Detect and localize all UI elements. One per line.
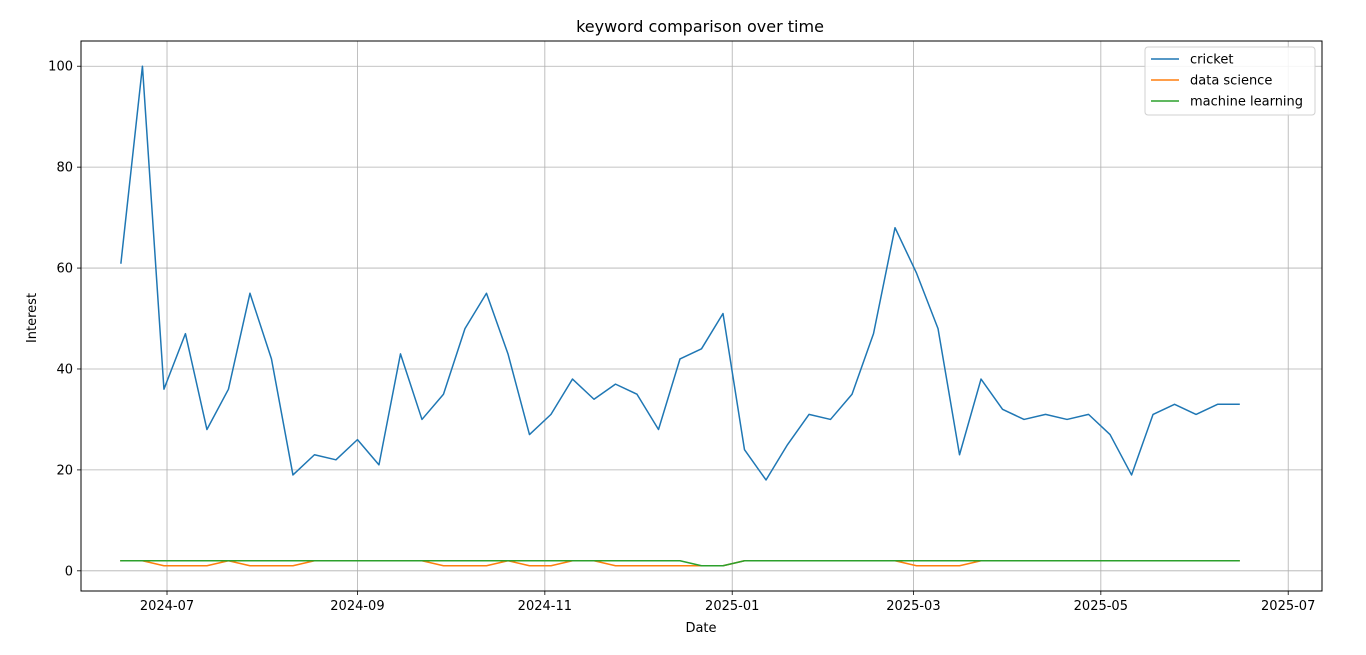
y-tick-label: 100 [48,60,73,75]
x-tick-label: 2024-09 [330,599,384,614]
y-tick-label: 20 [56,463,73,478]
y-tick-label: 40 [56,362,73,377]
x-tick-label: 2025-03 [886,599,940,614]
series-line-machine-learning [120,559,1240,567]
chart-title: keyword comparison over time [576,17,824,36]
legend-label: cricket [1190,53,1233,68]
grid [81,41,1322,591]
y-tick-label: 60 [56,262,73,277]
x-axis-title: Date [685,621,716,636]
plot-frame [80,40,1323,592]
y-axis-ticks: 0 20 40 60 80 100 [48,60,81,579]
y-tick-label: 80 [56,161,73,176]
series-lines [120,65,1240,567]
y-axis-title: Interest [25,293,40,343]
x-tick-label: 2025-01 [705,599,759,614]
legend-label: machine learning [1190,95,1303,110]
legend: cricket data science machine learning [1144,46,1316,116]
series-line-cricket [120,65,1240,481]
x-tick-label: 2024-11 [518,599,572,614]
x-tick-label: 2025-05 [1074,599,1128,614]
y-tick-label: 0 [65,564,73,579]
x-axis-ticks: 2024-07 2024-09 2024-11 2025-01 2025-03 2025-… [140,591,1315,614]
legend-label: data science [1190,74,1272,89]
x-tick-label: 2024-07 [140,599,194,614]
x-tick-label: 2025-07 [1261,599,1315,614]
legend-box [1144,46,1316,116]
